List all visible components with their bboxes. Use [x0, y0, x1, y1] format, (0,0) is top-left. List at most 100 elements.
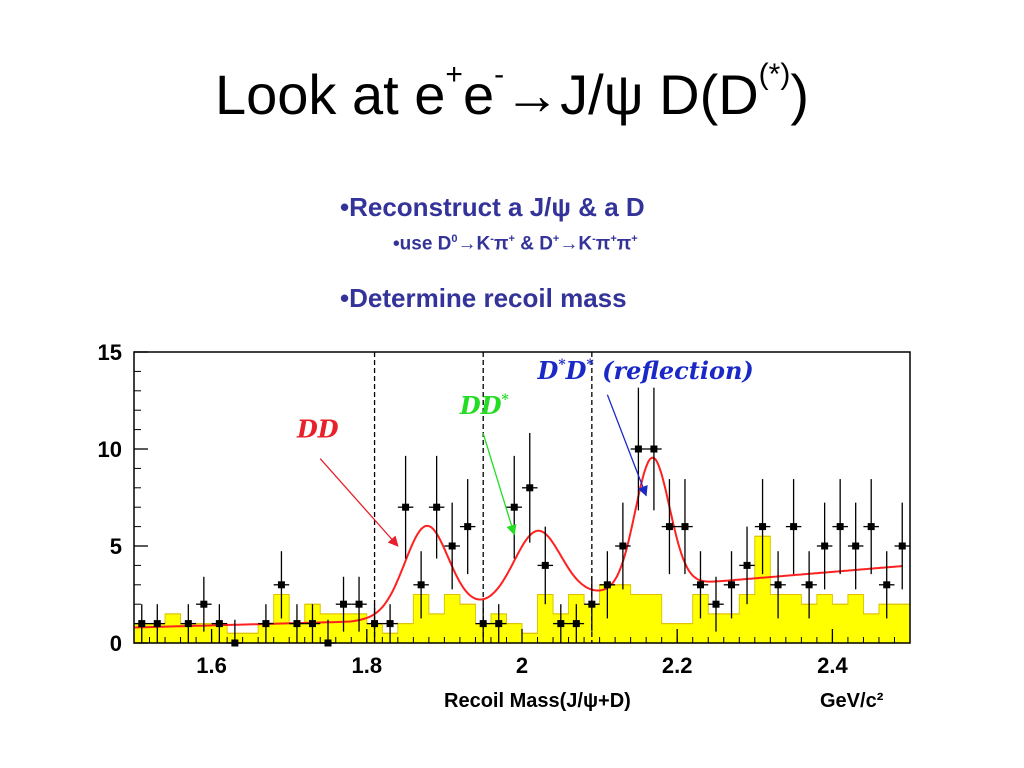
data-point [459, 479, 476, 575]
data-marker [541, 561, 549, 569]
data-point [661, 479, 678, 575]
data-point [444, 502, 460, 590]
data-point [615, 502, 631, 590]
data-point [413, 551, 429, 619]
data-marker [495, 620, 503, 628]
data-marker [464, 523, 472, 531]
data-marker [681, 523, 689, 531]
data-marker [215, 620, 223, 628]
data-marker [650, 445, 658, 453]
data-point [816, 502, 833, 590]
x-tick-label: 2.2 [662, 653, 693, 678]
bullet-reconstruct: •Reconstruct a J/ψ & a D [340, 192, 645, 222]
peak-annotations: DD DD* D*D* (reflection) [296, 356, 754, 547]
data-point [304, 604, 321, 643]
data-marker [510, 503, 518, 511]
data-marker [759, 523, 767, 531]
data-point [428, 455, 445, 559]
data-marker [526, 484, 534, 492]
data-point [863, 479, 879, 575]
data-point [832, 479, 848, 575]
x-tick-label: 1.6 [196, 653, 227, 678]
y-tick-label: 0 [110, 631, 122, 656]
data-point [677, 479, 693, 575]
x-axis-label: Recoil Mass(J/ψ+D) [444, 690, 631, 712]
data-marker [448, 542, 456, 550]
annotation-label: DD [296, 414, 339, 443]
data-point [522, 432, 538, 543]
data-point [630, 387, 647, 511]
data-point [801, 551, 817, 619]
data-point [646, 387, 662, 511]
data-marker [371, 620, 379, 628]
annotation-label: D*D* (reflection) [537, 356, 754, 385]
arrow-icon: → [504, 63, 561, 126]
axis-ticks: 1.6 1.8 2 2.2 2.4 0 5 10 15 [98, 340, 911, 678]
data-point [584, 576, 600, 632]
data-marker [619, 542, 627, 550]
data-point [397, 455, 414, 559]
data-marker [277, 581, 285, 589]
annotation-label: DD* [459, 391, 510, 420]
data-point [211, 604, 228, 643]
data-point [785, 479, 802, 575]
data-point [847, 502, 864, 590]
data-point [553, 604, 569, 643]
data-point [537, 526, 554, 605]
data-point [490, 604, 507, 643]
annotation-arrow [482, 433, 517, 536]
data-point [335, 576, 352, 632]
data-marker [417, 581, 425, 589]
data-point [568, 604, 585, 643]
data-point [599, 551, 616, 619]
data-point [770, 551, 786, 619]
data-marker [200, 600, 208, 608]
data-point [149, 604, 166, 643]
slide-title: Look at e+e-→J/ψ D(D(*)) [215, 58, 809, 126]
data-marker [836, 523, 844, 531]
data-marker [138, 620, 146, 628]
data-point [894, 502, 910, 590]
data-marker [557, 620, 565, 628]
x-tick-label: 2 [516, 653, 528, 678]
data-marker [712, 600, 720, 608]
data-point [475, 604, 491, 643]
data-marker [728, 581, 736, 589]
data-point [382, 604, 398, 643]
data-marker [355, 600, 363, 608]
data-marker [790, 523, 798, 531]
data-point [289, 604, 305, 643]
data-marker [479, 620, 487, 628]
x-tick-label: 1.8 [352, 653, 383, 678]
data-marker [852, 542, 860, 550]
data-point [180, 604, 197, 643]
y-tick-label: 5 [110, 534, 122, 559]
data-marker [603, 581, 611, 589]
data-marker [743, 561, 751, 569]
data-marker [402, 503, 410, 511]
data-point [739, 526, 755, 605]
data-marker [308, 620, 316, 628]
data-point [723, 551, 740, 619]
data-marker [883, 581, 891, 589]
data-marker [867, 523, 875, 531]
data-marker [340, 600, 348, 608]
data-point [351, 576, 367, 632]
data-marker [805, 581, 813, 589]
x-axis-unit: GeV/c² [820, 690, 884, 712]
data-point [708, 576, 724, 632]
data-point [754, 479, 771, 575]
data-point [506, 455, 522, 559]
data-marker [821, 542, 829, 550]
annotation-arrow [606, 394, 648, 497]
bullet-decay-modes: •use D0→K-π+ & D+→K-π+π+ [393, 233, 638, 255]
data-marker [774, 581, 782, 589]
data-marker [665, 523, 673, 531]
data-point [258, 604, 274, 643]
data-marker [433, 503, 441, 511]
data-marker [262, 620, 270, 628]
annotation-arrow [319, 458, 399, 547]
x-tick-label: 2.4 [817, 653, 848, 678]
data-marker [293, 620, 301, 628]
